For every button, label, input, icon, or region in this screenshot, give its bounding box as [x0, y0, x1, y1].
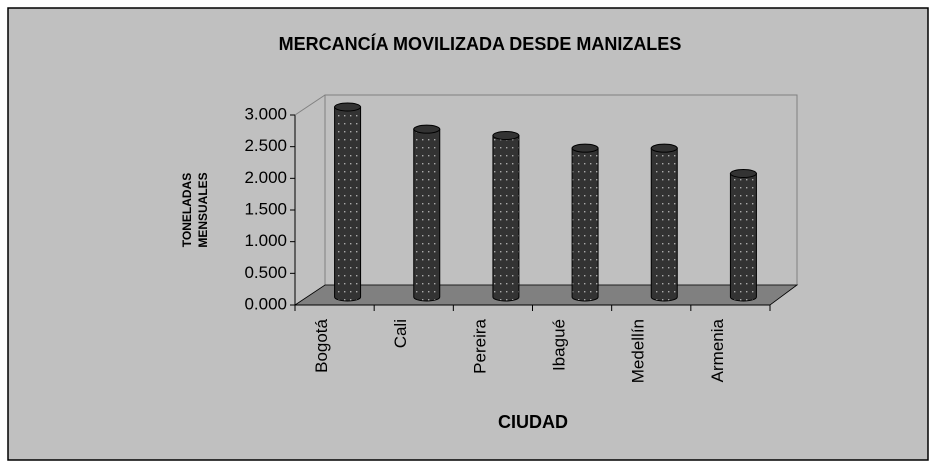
- y-axis-title: MENSUALES: [196, 172, 210, 247]
- x-tick-label: Armenia: [708, 318, 727, 382]
- x-tick-label: Medellín: [629, 319, 648, 383]
- back-wall: [324, 94, 798, 286]
- bar: [650, 143, 678, 302]
- x-axis-title: CIUDAD: [498, 412, 568, 432]
- y-tick-label: 0.500: [244, 263, 287, 282]
- floor: [293, 284, 799, 306]
- x-tick-label: Bogotá: [312, 318, 331, 372]
- x-tick-label: Pereira: [470, 318, 489, 373]
- bar: [413, 124, 441, 302]
- y-axis-title: TONELADAS: [180, 173, 194, 247]
- x-tick-label: Cali: [391, 319, 410, 348]
- chart-title: MERCANCÍA MOVILIZADA DESDE MANIZALES: [279, 33, 682, 54]
- y-tick-label: 2.000: [244, 168, 287, 187]
- bar: [334, 102, 362, 302]
- y-tick-label: 0.000: [244, 294, 287, 313]
- y-tick-label: 1.000: [244, 231, 287, 250]
- y-tick-label: 1.500: [244, 199, 287, 218]
- x-tick-label: Ibagué: [550, 319, 569, 371]
- y-tick-label: 2.500: [244, 136, 287, 155]
- side-wall-edge: [294, 94, 326, 116]
- y-tick-label: 3.000: [244, 104, 287, 123]
- bar: [492, 131, 520, 302]
- bar: [729, 169, 757, 302]
- bar: [571, 143, 599, 302]
